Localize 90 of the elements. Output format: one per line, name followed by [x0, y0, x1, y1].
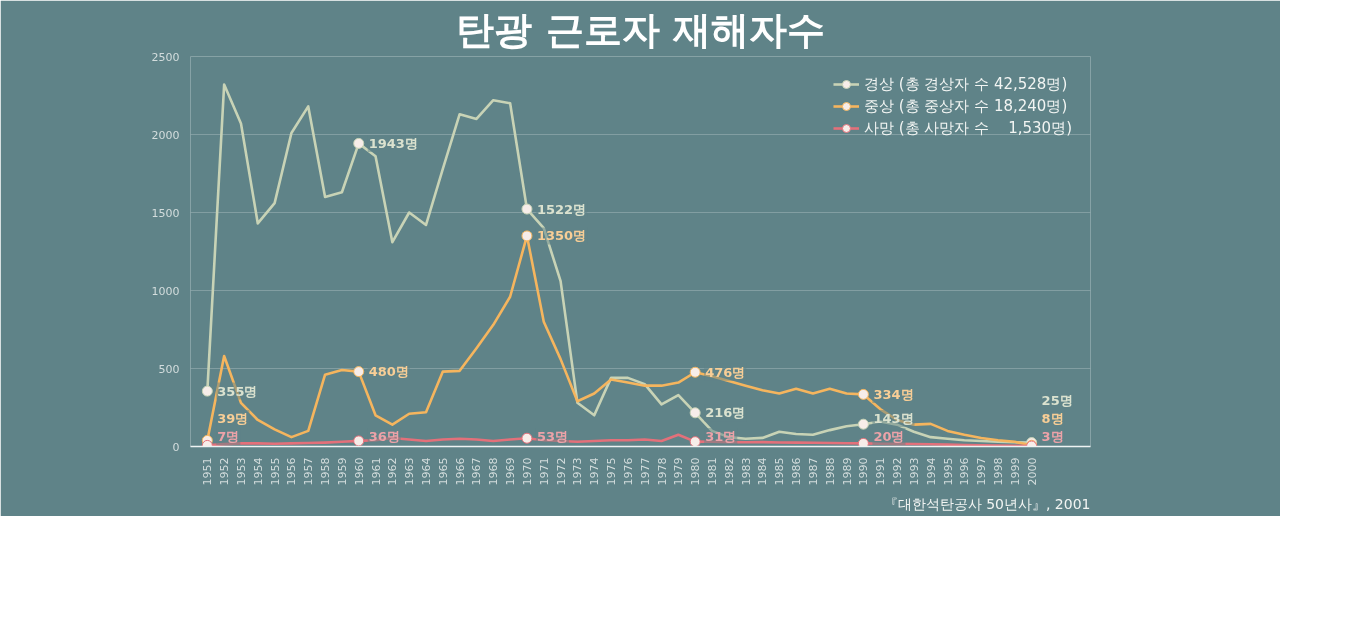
y-tick-label: 1500 — [151, 206, 180, 220]
point — [689, 436, 701, 447]
x-tick-label: 1965 — [436, 457, 450, 486]
x-tick-label: 1995 — [941, 457, 955, 486]
x-tick-label: 1972 — [554, 457, 568, 486]
point — [857, 388, 869, 400]
x-tick-label: 1951 — [201, 457, 215, 486]
point — [521, 203, 533, 215]
x-tick-label: 1957 — [302, 457, 316, 486]
x-tick-label: 1981 — [706, 457, 719, 486]
x-tick-label: 1959 — [335, 457, 349, 486]
x-tick-label: 1964 — [420, 457, 434, 486]
point — [353, 435, 365, 447]
x-tick-label: 1958 — [319, 457, 333, 486]
x-tick-label: 1994 — [924, 457, 938, 486]
x-tick-label: 1984 — [756, 457, 770, 486]
data-label: 25명 — [1041, 393, 1073, 408]
data-label: 334명 — [873, 386, 914, 402]
x-tick-label: 1991 — [874, 457, 888, 486]
x-tick-label: 1953 — [234, 457, 248, 486]
x-tick-label: 1955 — [268, 457, 282, 486]
x-tick-label: 1988 — [823, 457, 837, 486]
y-tick-label: 500 — [158, 362, 180, 376]
x-tick-label: 1973 — [571, 457, 585, 486]
x-tick-label: 1978 — [655, 457, 669, 486]
point — [689, 366, 701, 378]
point — [857, 418, 869, 430]
x-tick-label: 1962 — [386, 457, 400, 486]
x-tick-label: 1985 — [773, 457, 787, 486]
data-label: 1522명 — [536, 201, 587, 217]
x-tick-label: 1998 — [991, 457, 1005, 486]
x-tick-label: 1961 — [369, 457, 383, 486]
legend-label: 경상 (총 경상자 수 42,528명) — [863, 74, 1068, 94]
data-label: 7명 — [217, 429, 240, 444]
data-label: 480명 — [368, 364, 409, 380]
point — [857, 437, 869, 447]
x-tick-label: 1970 — [520, 457, 534, 486]
legend-label: 사망 (총 사망자 수 1,530명) — [863, 118, 1072, 138]
chart-title: 탄광 근로자 재해자수 — [456, 7, 825, 52]
data-label: 36명 — [368, 429, 400, 444]
y-tick-label: 0 — [172, 440, 180, 454]
x-tick-label: 1997 — [975, 457, 989, 486]
x-tick-label: 1980 — [689, 457, 703, 486]
point — [521, 230, 533, 242]
x-tick-label: 1979 — [672, 457, 686, 486]
data-label: 1943명 — [368, 135, 418, 151]
text: 『대한석탄공사 50년사』, 2001 — [883, 495, 1091, 512]
point — [521, 432, 533, 444]
x-tick-label: 1982 — [722, 457, 736, 486]
x-tick-label: 1986 — [790, 457, 804, 486]
y-tick-label: 2500 — [151, 50, 180, 64]
x-tick-label: 1990 — [857, 457, 871, 486]
legend-label: 중상 (총 중상자 수 18,240명) — [863, 96, 1068, 116]
x-tick-label: 1969 — [504, 457, 518, 486]
x-tick-label: 1954 — [251, 457, 265, 486]
y-tick-label: 2000 — [151, 128, 180, 142]
point — [689, 407, 701, 419]
data-label: 3명 — [1041, 429, 1064, 444]
x-tick-label: 1956 — [285, 457, 299, 486]
x-tick-label: 1992 — [891, 457, 905, 486]
data-label: 8명 — [1041, 411, 1064, 426]
data-label: 31명 — [705, 429, 737, 444]
data-label: 39명 — [217, 411, 249, 426]
data-label: 476명 — [705, 364, 746, 380]
x-tick-label: 2000 — [1025, 457, 1039, 486]
x-tick-label: 1983 — [739, 457, 753, 486]
x-tick-label: 1966 — [453, 457, 467, 486]
x-tick-label: 1989 — [840, 457, 854, 486]
y-tick-label: 1000 — [151, 284, 180, 298]
x-tick-label: 1987 — [806, 457, 820, 486]
data-label: 20명 — [873, 429, 905, 444]
x-tick-label: 1960 — [352, 457, 366, 486]
x-tick-label: 1952 — [218, 457, 232, 486]
x-tick-label: 1996 — [958, 457, 972, 486]
point — [353, 366, 365, 378]
point — [201, 385, 213, 397]
x-tick-label: 1993 — [907, 457, 921, 486]
x-tick-label: 1963 — [403, 457, 417, 486]
data-label: 216명 — [705, 405, 746, 421]
data-label: 53명 — [536, 429, 569, 444]
x-tick-label: 1977 — [638, 457, 652, 486]
x-tick-label: 1999 — [1008, 457, 1022, 486]
point — [353, 137, 365, 149]
x-tick-label: 1976 — [621, 457, 635, 486]
x-tick-label: 1971 — [537, 457, 551, 486]
x-tick-label: 1968 — [487, 457, 501, 486]
x-tick-label: 1975 — [605, 457, 619, 486]
x-tick-label: 1974 — [588, 457, 602, 486]
data-label: 1350명 — [536, 228, 587, 244]
x-tick-label: 1967 — [470, 457, 484, 486]
